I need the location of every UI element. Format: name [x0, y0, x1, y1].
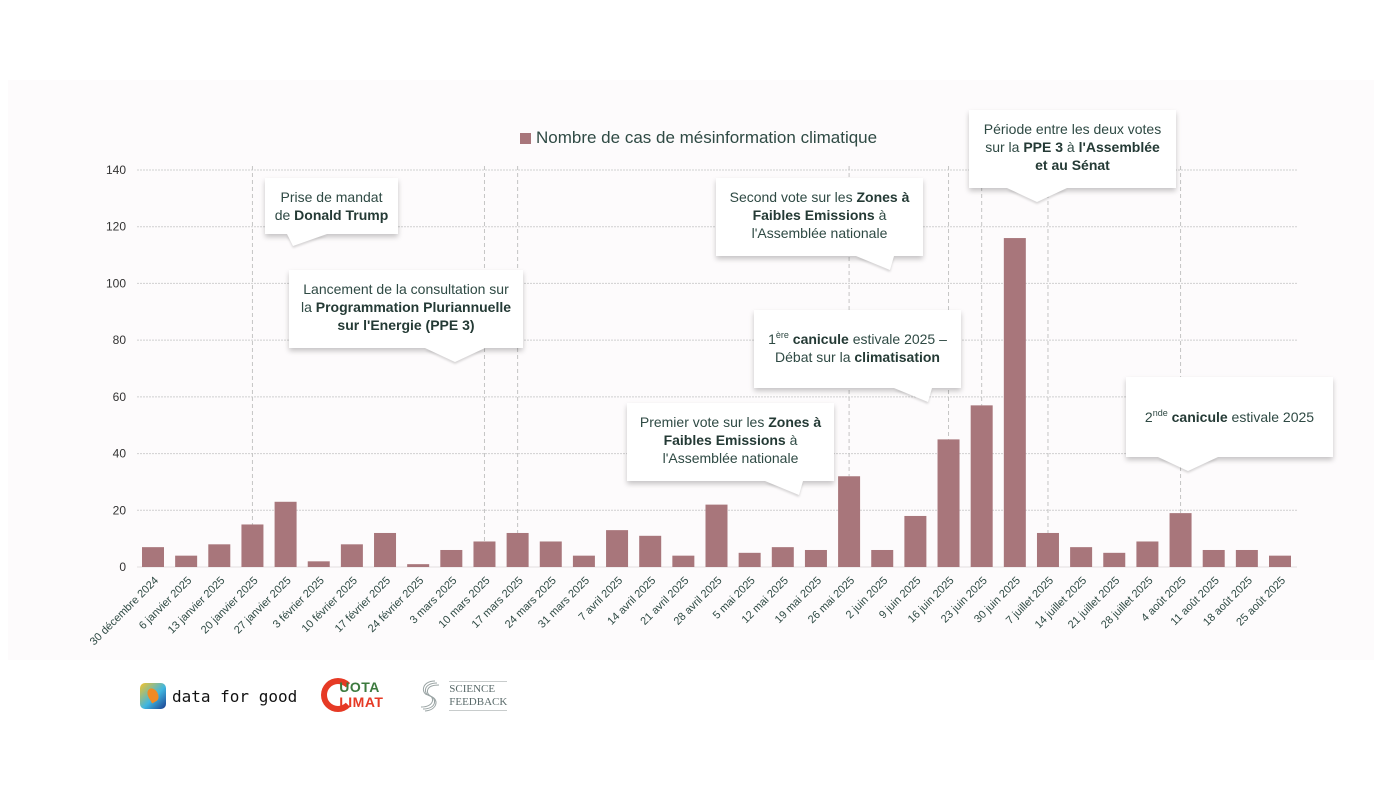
- annotation-text: climatisation: [854, 349, 940, 365]
- science-feedback-line1: SCIENCE: [449, 683, 496, 695]
- annotation-text: sur l'Energie (PPE 3): [337, 317, 475, 333]
- data-for-good-text: data for good: [172, 686, 298, 706]
- callout-pointer: [425, 348, 485, 362]
- bar: [506, 532, 529, 567]
- legend-swatch: [520, 132, 531, 144]
- bar: [970, 405, 993, 567]
- legend-label: Nombre de cas de mésinformation climatiq…: [536, 128, 878, 147]
- logo-science-feedback: SCIENCE FEEDBACK: [419, 680, 508, 712]
- y-tick-label: 40: [113, 447, 127, 461]
- callout-pointer: [1158, 457, 1218, 471]
- x-tick-label: 13 janvier 2025: [166, 575, 228, 637]
- bar: [937, 439, 960, 567]
- x-tick-label: 27 janvier 2025: [232, 575, 294, 637]
- bar: [738, 552, 761, 567]
- quota-climat-ring-icon: [321, 678, 356, 712]
- bar: [539, 541, 562, 567]
- annotation-text: l'Assemblée: [1078, 139, 1160, 155]
- bar: [904, 515, 927, 567]
- annotation-zfe-second-vote: Second vote sur les Zones à Faibles Emiss…: [716, 178, 923, 270]
- y-tick-label: 80: [113, 333, 127, 347]
- bar: [1169, 513, 1192, 567]
- y-axis-ticks: 0 20 40 60 80 100 120 140: [106, 163, 126, 574]
- y-tick-label: 140: [106, 163, 126, 177]
- bar: [1202, 549, 1225, 567]
- annotation-text: Zones à: [768, 414, 822, 430]
- bar: [838, 476, 861, 567]
- data-for-good-icon: [140, 683, 166, 709]
- y-tick-label: 100: [106, 276, 126, 290]
- bar: [473, 541, 496, 567]
- bar: [340, 544, 363, 567]
- y-tick-label: 20: [113, 503, 127, 517]
- annotation-text: Programmation Pluriannuelle: [315, 299, 512, 315]
- quota-climat-line2: LIMAT: [339, 694, 384, 710]
- bar: [241, 524, 264, 567]
- bar: [1003, 238, 1026, 568]
- bar: [705, 504, 728, 567]
- science-feedback-line2: FEEDBACK: [449, 696, 508, 708]
- callout-pointer: [765, 481, 803, 495]
- bar: [1036, 532, 1059, 567]
- x-tick-label: 20 janvier 2025: [199, 575, 261, 637]
- bar: [572, 555, 595, 567]
- annotation-text: ère: [775, 330, 789, 340]
- callout-pointer: [856, 256, 894, 270]
- logo-data-for-good: data for good: [140, 683, 297, 709]
- annotation-text: Faibles Emissions: [752, 207, 875, 223]
- partner-logos: data for good UOTA LIMAT SCIENCE FEEDBAC…: [140, 676, 508, 716]
- annotation-first-heatwave: 1ère canicule estivale 2025 – Débat sur l…: [754, 310, 961, 402]
- bar: [440, 549, 463, 567]
- annotation-text: Faibles Emissions: [663, 432, 786, 448]
- callout-pointer: [1007, 188, 1067, 202]
- annotation-text: canicule: [792, 331, 849, 347]
- callout-pointer: [287, 234, 327, 246]
- science-feedback-icon: [421, 680, 440, 712]
- annotation-ppe-votes-period: Période entre les deux votes sur la PPE 3…: [969, 110, 1176, 202]
- bar: [1235, 549, 1258, 567]
- bar: [407, 564, 430, 567]
- bar: [307, 561, 330, 567]
- bar: [804, 549, 827, 567]
- annotation-text: et au Sénat: [1035, 157, 1110, 173]
- annotation-zfe-first-vote: Premier vote sur les Zones à Faibles Emis…: [627, 403, 834, 495]
- bar: [1269, 555, 1291, 567]
- annotation-text: canicule: [1171, 409, 1228, 425]
- y-tick-label: 0: [119, 560, 126, 574]
- bar: [639, 535, 662, 567]
- annotation-second-heatwave: 2nde canicule estivale 2025: [1126, 377, 1333, 471]
- chart-legend: Nombre de cas de mésinformation climatiq…: [520, 128, 877, 148]
- bar: [1103, 552, 1126, 567]
- bar: [1136, 541, 1159, 567]
- annotation-ppe-consultation: Lancement de la consultation sur la Progr…: [289, 270, 523, 362]
- bars: [142, 238, 1291, 568]
- logo-quota-climat: UOTA LIMAT: [321, 676, 401, 716]
- callout-pointer: [894, 388, 932, 402]
- bar: [208, 544, 231, 567]
- annotation-text: PPE 3: [1023, 139, 1064, 155]
- bar: [771, 547, 794, 567]
- bar: [1070, 547, 1093, 567]
- bar: [871, 549, 894, 567]
- bar: [606, 530, 629, 567]
- bar: [175, 555, 198, 567]
- bar: [142, 547, 164, 567]
- annotation-donald-trump: Prise de mandat de Donald Trump: [265, 178, 398, 246]
- y-tick-label: 60: [113, 390, 127, 404]
- bar: [274, 501, 297, 567]
- annotation-text: Zones à: [856, 189, 910, 205]
- bar: [672, 555, 695, 567]
- annotation-text: nde: [1152, 408, 1168, 418]
- annotation-text: Donald Trump: [294, 207, 389, 223]
- bar: [374, 532, 397, 567]
- y-tick-label: 120: [106, 220, 126, 234]
- quota-climat-line1: UOTA: [339, 679, 380, 695]
